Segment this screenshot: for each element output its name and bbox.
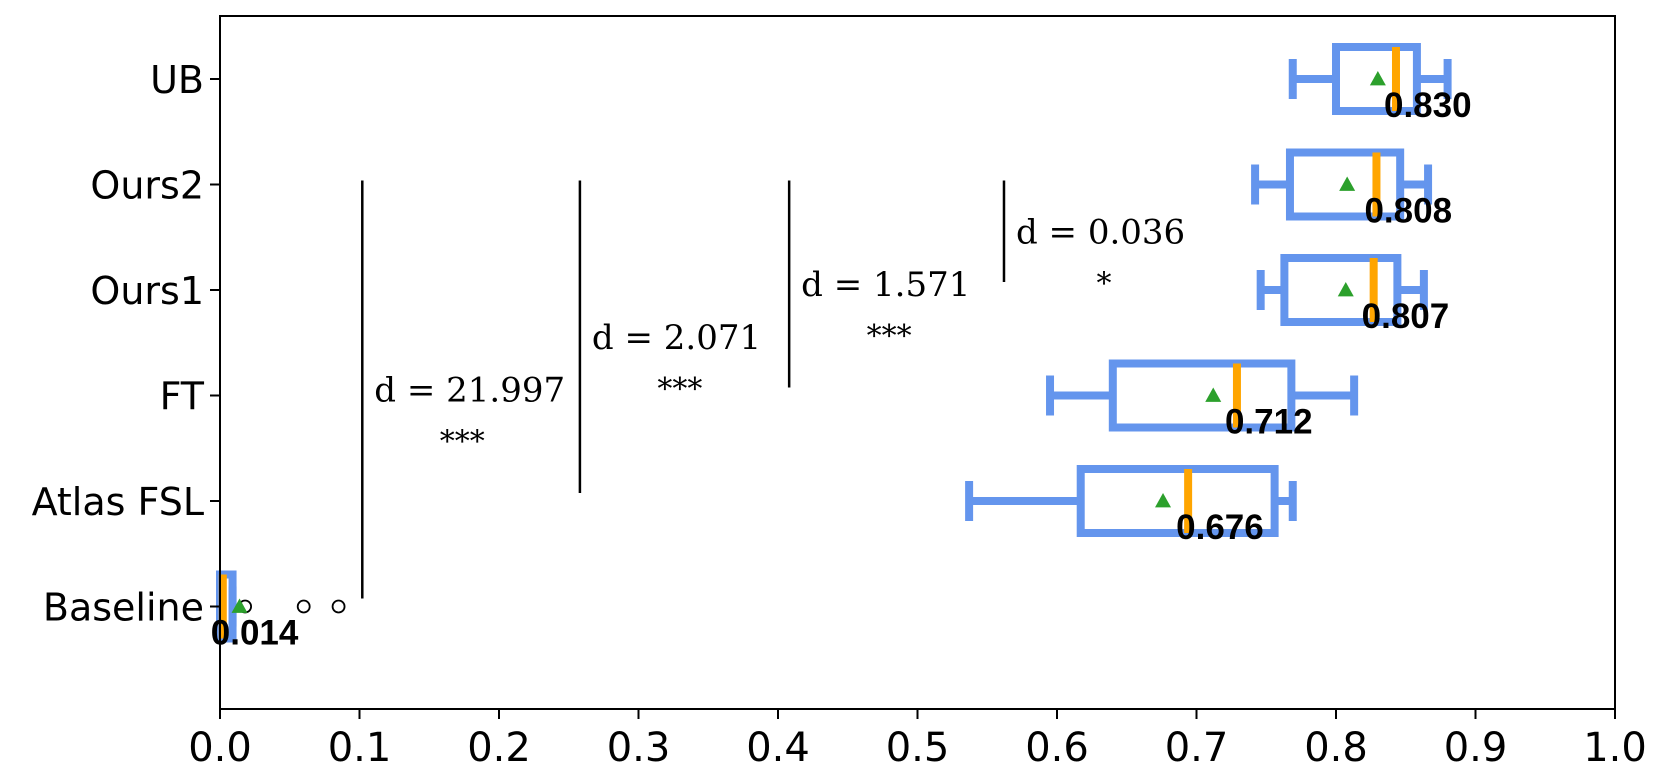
box-iqr [1076,465,1279,537]
effect-size-label: d = 21.997 [374,371,565,411]
median-value-label: 0.807 [1362,297,1450,336]
mean-marker [1155,493,1172,508]
y-tick-label: FT [160,375,205,419]
mean-marker [1205,387,1222,402]
x-tick-label: 0.6 [1025,725,1089,771]
x-tick-label: 0.4 [746,725,810,771]
x-tick-label: 0.1 [328,725,392,771]
y-tick-label: Baseline [43,586,204,630]
x-tick-label: 0.7 [1165,725,1229,771]
mean-marker [231,598,248,613]
x-tick-label: 0.9 [1444,725,1508,771]
x-tick-label: 0.0 [188,725,252,771]
x-tick-label: 0.3 [607,725,671,771]
y-tick-label: Atlas FSL [32,480,204,524]
significance-stars: * [1096,266,1111,301]
outlier-point [331,599,346,614]
x-tick-label: 1.0 [1583,725,1647,771]
outlier-point [296,599,311,614]
effect-size-label: d = 0.036 [1016,212,1185,252]
median-value-label: 0.014 [211,614,299,653]
box-iqr [1108,359,1296,432]
median-value-label: 0.830 [1384,86,1472,125]
mean-marker [1369,71,1386,86]
median-value-label: 0.676 [1176,508,1264,547]
box-iqr [1332,43,1421,115]
significance-stars: *** [657,372,702,407]
mean-marker [1337,282,1354,297]
effect-size-label: d = 1.571 [801,265,970,305]
axis-layer: 0.0 0.1 0.2 0.3 0.4 0.5 0.6 0.7 0.8 0.9 1.0 Baselin… [32,58,1647,771]
y-tick-label: Ours1 [90,269,204,313]
significance-stars: *** [867,319,912,354]
median-value-label: 0.712 [1225,403,1313,442]
box-iqr [1285,148,1405,221]
box-iqr [1280,254,1402,326]
plot-layer: 0.014 0.676 0.712 0.807 0.808 0.830 d = 21.997… [211,43,1472,653]
x-tick-label: 0.2 [467,725,531,771]
significance-stars: *** [440,425,485,460]
x-tick-label: 0.5 [886,725,950,771]
median-value-label: 0.808 [1364,192,1452,231]
y-tick-label: UB [150,58,204,102]
x-tick-label: 0.8 [1304,725,1368,771]
mean-marker [1339,176,1356,191]
y-tick-label: Ours2 [90,164,204,208]
effect-size-label: d = 2.071 [592,318,761,358]
